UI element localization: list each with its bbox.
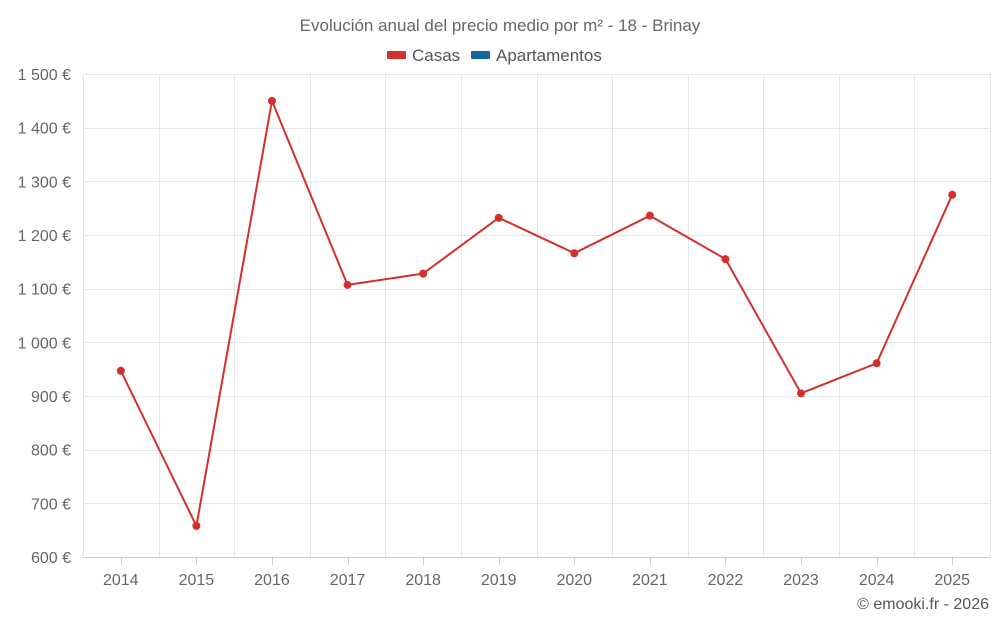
x-tick-label: 2016 xyxy=(254,572,290,589)
y-tick-label: 800 € xyxy=(31,443,71,460)
x-gridlines xyxy=(83,74,991,557)
y-tick-label: 700 € xyxy=(31,496,71,513)
x-tick-label: 2023 xyxy=(783,572,819,589)
series-casas xyxy=(116,96,957,530)
data-point-2022[interactable] xyxy=(721,255,730,264)
credit-text: © emooki.fr - 2026 xyxy=(857,596,989,613)
data-point-2017[interactable] xyxy=(343,280,352,289)
data-point-2023[interactable] xyxy=(797,389,806,398)
y-tick-label: 1 000 € xyxy=(18,335,71,352)
legend-swatch-casas xyxy=(387,51,406,59)
data-point-2024[interactable] xyxy=(872,359,881,368)
y-tick-label: 900 € xyxy=(31,389,71,406)
series-line-casas xyxy=(119,99,954,527)
data-point-2021[interactable] xyxy=(645,211,654,220)
data-point-2019[interactable] xyxy=(494,213,503,222)
x-tick-label: 2022 xyxy=(708,572,744,589)
x-tick-label: 2021 xyxy=(632,572,668,589)
data-point-2016[interactable] xyxy=(267,96,276,105)
y-axis-ticks: 600 € 700 € 800 € 900 € 1 000 € 1 100 € 1 200 … xyxy=(18,67,71,567)
legend: Casas Apartamentos xyxy=(387,46,602,65)
chart-title: Evolución anual del precio medio por m² … xyxy=(300,16,701,35)
y-tick-label: 1 400 € xyxy=(18,121,71,138)
legend-label-casas[interactable]: Casas xyxy=(412,46,460,65)
legend-swatch-apartamentos xyxy=(471,51,490,59)
y-tick-label: 1 300 € xyxy=(18,174,71,191)
y-tick-label: 1 100 € xyxy=(18,282,71,299)
data-point-2025[interactable] xyxy=(948,190,957,199)
y-tick-label: 1 200 € xyxy=(18,228,71,245)
y-tick-label: 1 500 € xyxy=(18,67,71,84)
y-gridlines xyxy=(83,74,990,504)
x-tick-label: 2017 xyxy=(330,572,366,589)
x-tick-label: 2015 xyxy=(179,572,215,589)
x-tick-label: 2014 xyxy=(103,572,139,589)
data-point-2018[interactable] xyxy=(419,269,428,278)
x-tick-label: 2024 xyxy=(859,572,895,589)
x-axis-ticks: 2014 2015 2016 2017 2018 2019 2020 2021 2022 2023… xyxy=(103,557,970,589)
x-tick-label: 2019 xyxy=(481,572,517,589)
legend-label-apartamentos[interactable]: Apartamentos xyxy=(496,46,602,65)
data-point-2015[interactable] xyxy=(192,521,201,530)
data-point-2014[interactable] xyxy=(116,366,125,375)
x-tick-label: 2020 xyxy=(556,572,592,589)
x-tick-label: 2025 xyxy=(934,572,970,589)
y-tick-label: 600 € xyxy=(31,550,71,567)
x-tick-label: 2018 xyxy=(405,572,441,589)
data-point-2020[interactable] xyxy=(570,249,579,258)
